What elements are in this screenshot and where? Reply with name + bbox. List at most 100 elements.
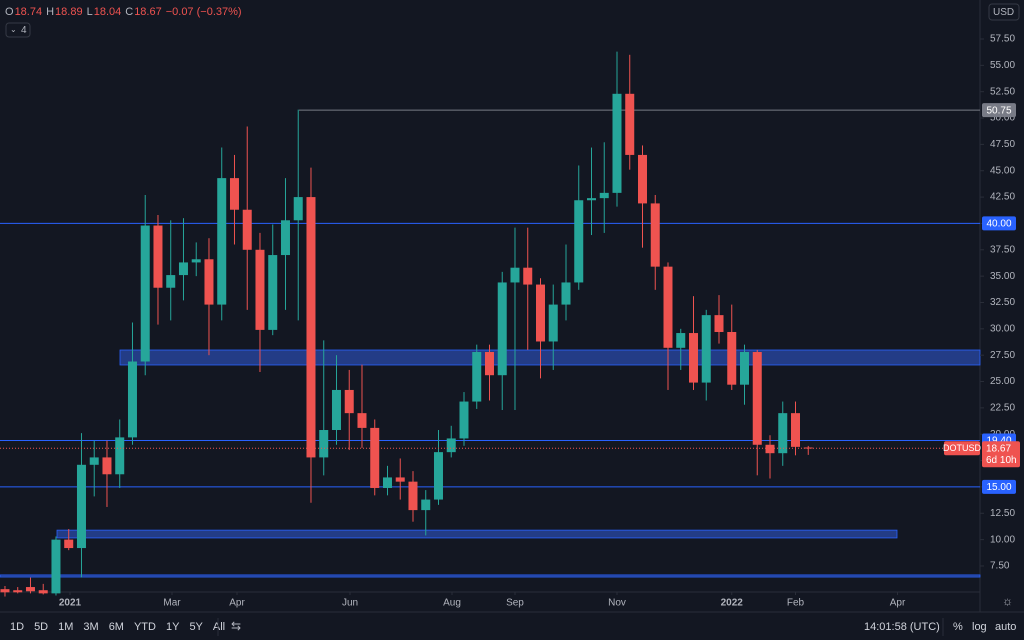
y-tick-label: 37.50 bbox=[990, 244, 1015, 255]
candle-body bbox=[778, 413, 788, 454]
candle-body bbox=[51, 539, 61, 594]
y-tick-label: 25.00 bbox=[990, 376, 1015, 387]
candle-body bbox=[370, 427, 380, 488]
candle-body bbox=[76, 464, 86, 549]
candle-body bbox=[25, 587, 35, 592]
symbol-label: DOTUSD bbox=[943, 443, 982, 453]
candle-body bbox=[472, 352, 482, 402]
candle-body bbox=[0, 589, 10, 593]
y-tick-label: 47.50 bbox=[990, 139, 1015, 150]
level-tag bbox=[982, 216, 1016, 231]
candle-body bbox=[89, 457, 99, 465]
candle-body bbox=[535, 284, 545, 342]
clock: 14:01:58 (UTC) bbox=[864, 621, 940, 633]
candle-body bbox=[548, 304, 558, 342]
candle-body bbox=[663, 266, 673, 348]
level-label: 40.00 bbox=[986, 219, 1011, 230]
indicators-button[interactable] bbox=[5, 22, 31, 38]
candle-body bbox=[191, 259, 201, 263]
candle-body bbox=[714, 315, 724, 332]
range-button[interactable]: 1M bbox=[58, 621, 73, 633]
currency-button[interactable] bbox=[988, 3, 1020, 21]
log-button[interactable]: log bbox=[972, 621, 987, 633]
level-tag bbox=[982, 479, 1016, 494]
candle-body bbox=[561, 282, 571, 305]
y-tick-label: 42.50 bbox=[990, 192, 1015, 203]
candle-body bbox=[382, 477, 392, 488]
candle-body bbox=[727, 331, 737, 385]
candle-body bbox=[637, 154, 647, 204]
header-close: 18.67 bbox=[134, 6, 162, 18]
candle-body bbox=[459, 401, 469, 439]
candle-body bbox=[497, 282, 507, 376]
zone bbox=[119, 349, 981, 366]
header-open: 18.74 bbox=[15, 6, 43, 18]
header-low: 18.04 bbox=[94, 6, 122, 18]
y-tick-label: 57.50 bbox=[990, 34, 1015, 45]
candle-body bbox=[510, 267, 520, 283]
candle-body bbox=[803, 447, 813, 449]
collapse-icon: ⌄ bbox=[10, 25, 17, 34]
candle-body bbox=[331, 389, 341, 431]
range-button[interactable]: All bbox=[213, 621, 225, 633]
y-tick-label: 22.50 bbox=[990, 403, 1015, 414]
range-button[interactable]: 1Y bbox=[166, 621, 180, 633]
toolbar: 1D 5D 1M 3M 6M YTD 1Y 5Y All 14:01:58 (UTC)% log au… bbox=[10, 618, 1016, 636]
candle-body bbox=[140, 225, 150, 362]
candle-body bbox=[739, 352, 749, 385]
candle-body bbox=[484, 352, 494, 376]
level-label: 19.40 bbox=[986, 436, 1011, 447]
candle-body bbox=[153, 225, 163, 288]
candle-body bbox=[395, 477, 405, 482]
header-l-label: L bbox=[87, 6, 93, 18]
candle-body bbox=[38, 590, 48, 594]
y-tick-label: 12.50 bbox=[990, 508, 1015, 519]
header-high: 18.89 bbox=[55, 6, 83, 18]
candle-body bbox=[204, 259, 214, 305]
x-tick-label: 2021 bbox=[59, 598, 82, 609]
x-tick-label: Aug bbox=[443, 598, 461, 609]
x-tick-label: Apr bbox=[229, 598, 245, 609]
range-button[interactable]: 5D bbox=[34, 621, 48, 633]
candle-body bbox=[676, 333, 686, 348]
settings-icon[interactable]: ☼ bbox=[1002, 594, 1013, 608]
candle-body bbox=[13, 590, 23, 593]
y-tick-label: 52.50 bbox=[990, 86, 1015, 97]
y-tick-label: 30.00 bbox=[990, 323, 1015, 334]
y-tick-label: 7.50 bbox=[990, 561, 1010, 572]
price-tag bbox=[982, 441, 1020, 468]
candle-body bbox=[217, 178, 227, 305]
candle-body bbox=[268, 255, 278, 330]
currency[interactable]: USD bbox=[993, 7, 1014, 18]
y-tick-label: 32.50 bbox=[990, 297, 1015, 308]
candle-body bbox=[599, 192, 609, 199]
range-button[interactable]: 3M bbox=[83, 621, 98, 633]
header-h-label: H bbox=[46, 6, 54, 18]
auto-button[interactable]: auto bbox=[995, 621, 1016, 633]
candle-body bbox=[306, 197, 316, 458]
candle-body bbox=[178, 262, 188, 276]
range-button[interactable]: 1D bbox=[10, 621, 24, 633]
percent-button[interactable]: % bbox=[953, 621, 963, 633]
range-button[interactable]: 6M bbox=[109, 621, 124, 633]
indicator-count[interactable]: 4 bbox=[21, 25, 27, 36]
x-tick-label: Jun bbox=[342, 598, 358, 609]
y-tick-label: 35.00 bbox=[990, 271, 1015, 282]
candle-body bbox=[229, 178, 239, 210]
candle-body bbox=[612, 93, 622, 193]
candle-body bbox=[255, 249, 265, 330]
x-tick-label: 2022 bbox=[721, 598, 744, 609]
candle-body bbox=[115, 437, 125, 475]
zone bbox=[0, 574, 981, 578]
countdown: 6d 10h bbox=[986, 455, 1017, 466]
symbol-tag bbox=[944, 441, 980, 456]
x-tick-label: Mar bbox=[163, 598, 181, 609]
header-o-label: O bbox=[5, 6, 14, 18]
range-button[interactable]: YTD bbox=[134, 621, 156, 633]
range-button[interactable]: 5Y bbox=[189, 621, 203, 633]
date-range-icon[interactable]: ⇆ bbox=[231, 619, 241, 633]
candle-body bbox=[446, 438, 456, 453]
candle-body bbox=[280, 220, 290, 256]
